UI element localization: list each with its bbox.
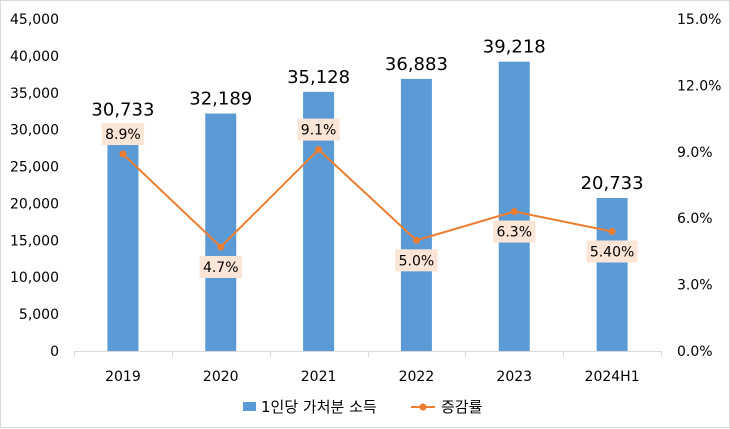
line-point-2021 <box>315 146 323 154</box>
legend-bar-label: 1인당 가처분 소득 <box>261 398 377 416</box>
line-label-box <box>101 123 145 146</box>
y-right-tick-label: 6.0% <box>677 211 713 227</box>
line-label-box <box>493 220 536 243</box>
bar-2023 <box>498 61 530 351</box>
x-tick-label: 2019 <box>105 369 141 385</box>
y-right-tick-label: 15.0% <box>677 12 721 28</box>
line-label-box <box>297 118 340 141</box>
x-tick-label: 2024H1 <box>585 369 640 385</box>
x-tick-label: 2022 <box>399 369 435 385</box>
x-tick-label: 2020 <box>203 369 239 385</box>
line-data-label: 8.9% <box>105 127 141 143</box>
bar-data-label: 39,218 <box>483 37 546 58</box>
line-point-2024H1 <box>608 227 616 235</box>
y-right-tick-label: 3.0% <box>677 278 713 294</box>
line-data-label: 6.3% <box>496 225 532 241</box>
legend-line-label: 증감률 <box>441 398 483 416</box>
bar-2019 <box>107 124 139 351</box>
legend-bar-swatch <box>243 402 256 411</box>
y-left-tick-label: 15,000 <box>10 233 59 249</box>
line-point-2020 <box>217 243 225 251</box>
y-left-tick-label: 45,000 <box>10 12 59 28</box>
line-label-box <box>395 249 438 272</box>
y-left-tick-label: 30,000 <box>10 123 59 139</box>
bar-2022 <box>400 78 432 351</box>
line-data-label: 5.0% <box>399 253 435 269</box>
y-left-tick-label: 35,000 <box>10 86 59 102</box>
x-tick-label: 2023 <box>496 369 532 385</box>
y-right-tick-label: 12.0% <box>677 78 721 94</box>
legend-line-marker <box>419 403 427 411</box>
y-left-tick-label: 0 <box>50 344 59 360</box>
line-point-2019 <box>119 150 127 158</box>
line-label-box <box>199 255 242 278</box>
line-label-box <box>586 240 638 263</box>
bar-data-label: 36,883 <box>385 54 448 75</box>
y-right-tick-label: 0.0% <box>677 344 713 360</box>
line-point-2022 <box>412 236 420 244</box>
bar-2024H1 <box>596 198 628 351</box>
y-left-tick-label: 40,000 <box>10 49 59 65</box>
x-tick-label: 2021 <box>301 369 337 385</box>
bar-data-label: 32,189 <box>189 89 252 110</box>
line-data-label: 5.40% <box>590 244 634 260</box>
growth-rate-line <box>122 148 613 249</box>
bar-data-label: 20,733 <box>581 173 644 194</box>
line-point-2023 <box>510 208 518 216</box>
y-right-tick-label: 9.0% <box>677 145 713 161</box>
bar-data-label: 35,128 <box>287 67 350 88</box>
line-data-label: 9.1% <box>301 123 337 139</box>
y-left-tick-label: 25,000 <box>10 160 59 176</box>
line-data-label: 4.7% <box>203 260 239 276</box>
bar-data-label: 30,733 <box>91 99 154 120</box>
y-left-tick-label: 10,000 <box>10 270 59 286</box>
y-left-tick-label: 5,000 <box>19 307 59 323</box>
bar-2020 <box>205 113 237 351</box>
y-left-tick-label: 20,000 <box>10 196 59 212</box>
